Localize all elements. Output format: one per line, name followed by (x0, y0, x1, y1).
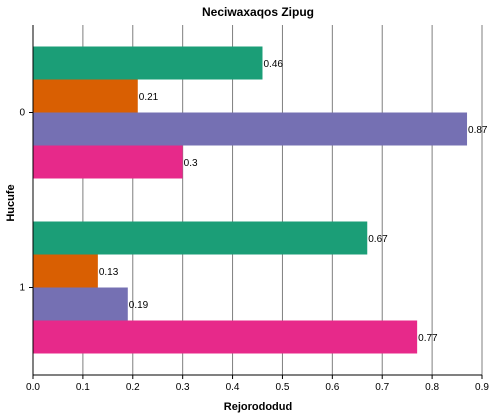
data-label: 0.3 (184, 158, 198, 169)
x-tick-label: 0.3 (176, 382, 190, 393)
x-tick-label: 0.7 (375, 382, 389, 393)
bar (33, 46, 263, 80)
data-label: 0.67 (368, 234, 388, 245)
bar (33, 320, 418, 354)
y-tick-labels: 01 (19, 108, 33, 294)
y-tick-label: 0 (19, 108, 25, 119)
bar (33, 287, 128, 321)
data-label: 0.46 (263, 59, 283, 70)
y-axis-label: Hucufe (5, 184, 17, 221)
x-tick-label: 0.2 (126, 382, 140, 393)
data-label: 0.19 (129, 300, 149, 311)
data-label: 0.77 (418, 333, 438, 344)
y-tick-label: 1 (19, 283, 25, 294)
x-tick-label: 0.1 (76, 382, 90, 393)
x-tick-label: 0.0 (26, 382, 40, 393)
bars (33, 46, 468, 354)
bar (33, 145, 183, 179)
x-tick-label: 0.6 (325, 382, 339, 393)
x-axis-label: Rejorododud (224, 401, 292, 413)
axes (32, 25, 482, 376)
bar (33, 254, 98, 288)
data-label: 0.13 (99, 267, 119, 278)
x-tick-label: 0.8 (425, 382, 439, 393)
chart-title: Neciwaxaqos Zipug (202, 5, 314, 19)
bar (33, 221, 368, 255)
bar (33, 112, 468, 146)
x-tick-label: 0.4 (226, 382, 240, 393)
x-tick-label: 0.9 (475, 382, 489, 393)
data-labels: 0.46 0.21 0.87 0.3 0.67 0.13 0.19 0.77 (99, 59, 488, 344)
bar (33, 79, 138, 113)
data-label: 0.87 (468, 125, 488, 136)
x-tick-label: 0.5 (275, 382, 289, 393)
data-label: 0.21 (139, 92, 159, 103)
x-tick-labels: 0.0 0.1 0.2 0.3 0.4 0.5 0.6 0.7 0.8 0.9 (26, 375, 489, 393)
